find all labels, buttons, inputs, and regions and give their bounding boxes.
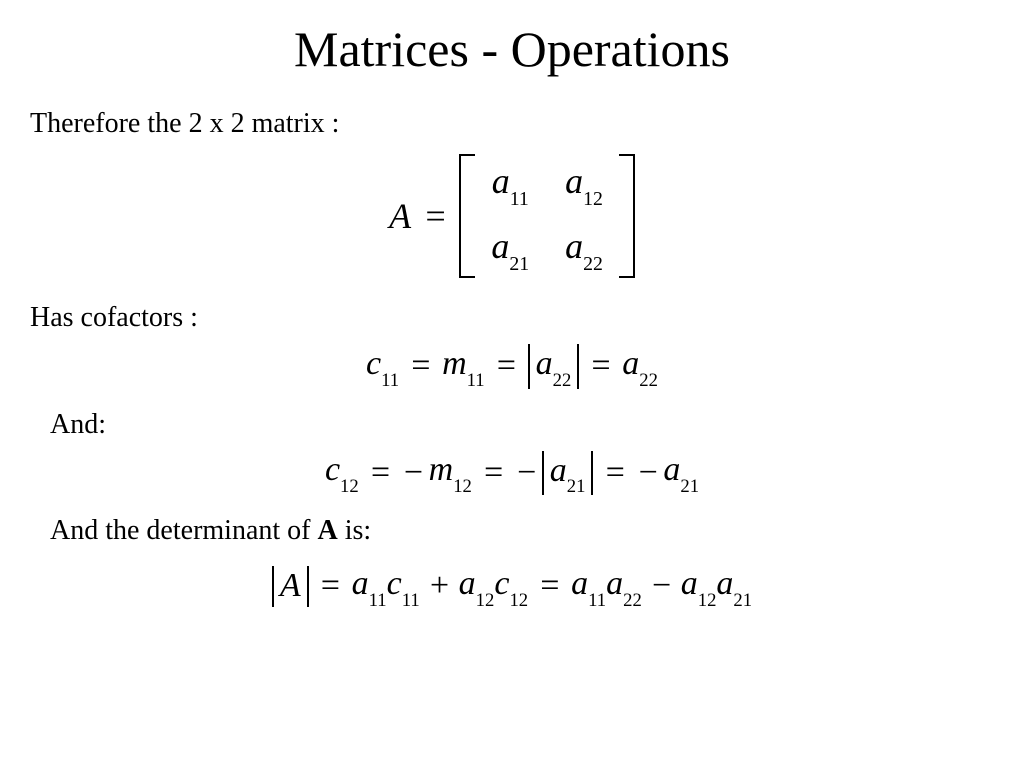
text-line-1: Therefore the 2 x 2 matrix :: [30, 108, 994, 140]
abs-bars: a21: [542, 451, 594, 495]
text-line-4: And the determinant of A is:: [50, 515, 994, 547]
abs-bars: a22: [528, 344, 580, 388]
slide-title: Matrices - Operations: [30, 20, 994, 78]
equation-determinant: A = a11c11 + a12c12 = a11a22 − a12a21: [30, 565, 994, 608]
cell-a12: a12: [565, 160, 603, 207]
equals-sign: =: [415, 195, 455, 237]
cell-a11: a11: [491, 160, 529, 207]
matrix-brackets: a11 a12 a21 a22: [459, 150, 635, 282]
text-line-2: Has cofactors :: [30, 302, 994, 334]
slide-content: Matrices - Operations Therefore the 2 x …: [0, 0, 1024, 648]
cell-a22: a22: [565, 225, 603, 272]
bracket-left: [459, 154, 475, 278]
equation-matrix: A = a11 a12 a21 a22: [30, 150, 994, 282]
equation-cofactor-2: c12 = − m12 = − a21 = − a21: [30, 451, 994, 495]
matrix-lhs: A: [389, 196, 411, 236]
matrix-grid: a11 a12 a21 a22: [475, 150, 619, 282]
text-line-3: And:: [50, 409, 994, 441]
cell-a21: a21: [491, 225, 529, 272]
equation-cofactor-1: c11 = m11 = a22 = a22: [30, 344, 994, 388]
det-bars: A: [272, 566, 309, 607]
bracket-right: [619, 154, 635, 278]
